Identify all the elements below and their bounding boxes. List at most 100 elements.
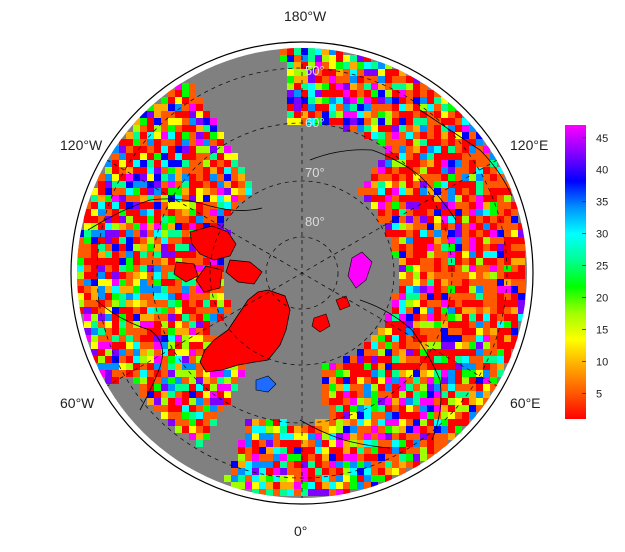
land-data-cell: [371, 195, 378, 202]
land-data-cell: [161, 363, 168, 370]
land-data-cell: [511, 202, 518, 209]
land-data-cell: [126, 286, 133, 293]
land-data-cell: [196, 146, 203, 153]
land-data-cell: [252, 433, 259, 440]
land-data-cell: [259, 454, 266, 461]
land-data-cell: [175, 118, 182, 125]
land-data-cell: [420, 426, 427, 433]
land-data-cell: [196, 118, 203, 125]
land-data-cell: [112, 335, 119, 342]
land-data-cell: [378, 447, 385, 454]
land-data-cell: [147, 377, 154, 384]
land-data-cell: [448, 209, 455, 216]
land-data-cell: [91, 342, 98, 349]
land-data-cell: [189, 307, 196, 314]
land-data-cell: [434, 216, 441, 223]
land-data-cell: [154, 356, 161, 363]
land-data-cell: [182, 90, 189, 97]
land-data-cell: [126, 195, 133, 202]
land-data-cell: [343, 475, 350, 482]
land-data-cell: [406, 146, 413, 153]
land-data-cell: [350, 419, 357, 426]
land-data-cell: [511, 300, 518, 307]
land-data-cell: [490, 174, 497, 181]
land-data-cell: [504, 223, 511, 230]
land-data-cell: [119, 356, 126, 363]
land-data-cell: [413, 258, 420, 265]
land-data-cell: [308, 111, 315, 118]
land-data-cell: [434, 209, 441, 216]
land-data-cell: [287, 118, 294, 125]
land-data-cell: [455, 300, 462, 307]
land-data-cell: [434, 440, 441, 447]
land-data-cell: [441, 349, 448, 356]
land-data-cell: [392, 181, 399, 188]
land-data-cell: [448, 174, 455, 181]
land-data-cell: [476, 363, 483, 370]
land-data-cell: [434, 391, 441, 398]
land-data-cell: [399, 69, 406, 76]
land-data-cell: [308, 118, 315, 125]
land-data-cell: [91, 216, 98, 223]
land-data-cell: [364, 195, 371, 202]
land-data-cell: [441, 370, 448, 377]
land-data-cell: [294, 104, 301, 111]
land-data-cell: [462, 195, 469, 202]
land-data-cell: [462, 314, 469, 321]
land-data-cell: [406, 230, 413, 237]
land-data-cell: [77, 244, 84, 251]
land-data-cell: [182, 244, 189, 251]
land-data-cell: [504, 293, 511, 300]
land-data-cell: [511, 286, 518, 293]
land-data-cell: [427, 328, 434, 335]
land-data-cell: [301, 69, 308, 76]
land-data-cell: [168, 90, 175, 97]
land-data-cell: [343, 76, 350, 83]
land-data-cell: [427, 363, 434, 370]
land-data-cell: [462, 181, 469, 188]
land-data-cell: [252, 426, 259, 433]
land-data-cell: [91, 293, 98, 300]
longitude-grid: [106, 48, 498, 498]
land-data-cell: [329, 363, 336, 370]
land-data-cell: [133, 244, 140, 251]
land-data-cell: [161, 314, 168, 321]
land-data-cell: [161, 230, 168, 237]
land-data-cell: [399, 461, 406, 468]
land-data-cell: [119, 195, 126, 202]
land-data-cell: [140, 321, 147, 328]
land-data-cell: [392, 209, 399, 216]
land-data-cell: [378, 454, 385, 461]
land-data-cell: [392, 223, 399, 230]
land-data-cell: [259, 468, 266, 475]
land-data-cell: [329, 440, 336, 447]
land-data-cell: [196, 258, 203, 265]
land-data-cell: [126, 160, 133, 167]
land-data-cell: [406, 398, 413, 405]
land-data-cell: [504, 258, 511, 265]
land-data-cell: [203, 419, 210, 426]
land-data-cell: [315, 97, 322, 104]
land-data-cell: [343, 398, 350, 405]
land-data-cell: [504, 279, 511, 286]
land-data-cell: [385, 384, 392, 391]
land-data-cell: [126, 202, 133, 209]
land-data-cell: [217, 132, 224, 139]
land-data-cell: [105, 230, 112, 237]
land-data-cell: [462, 342, 469, 349]
land-data-cell: [364, 55, 371, 62]
land-data-cell: [448, 398, 455, 405]
land-data-cell: [399, 174, 406, 181]
land-data-cell: [287, 104, 294, 111]
land-data-cell: [182, 258, 189, 265]
land-data-cell: [427, 398, 434, 405]
land-data-cell: [238, 461, 245, 468]
land-data-cell: [189, 118, 196, 125]
land-data-cell: [217, 300, 224, 307]
land-data-cell: [518, 258, 525, 265]
land-data-cell: [357, 97, 364, 104]
land-data-cell: [364, 433, 371, 440]
land-data-cell: [378, 118, 385, 125]
land-data-cell: [168, 398, 175, 405]
land-data-cell: [441, 195, 448, 202]
